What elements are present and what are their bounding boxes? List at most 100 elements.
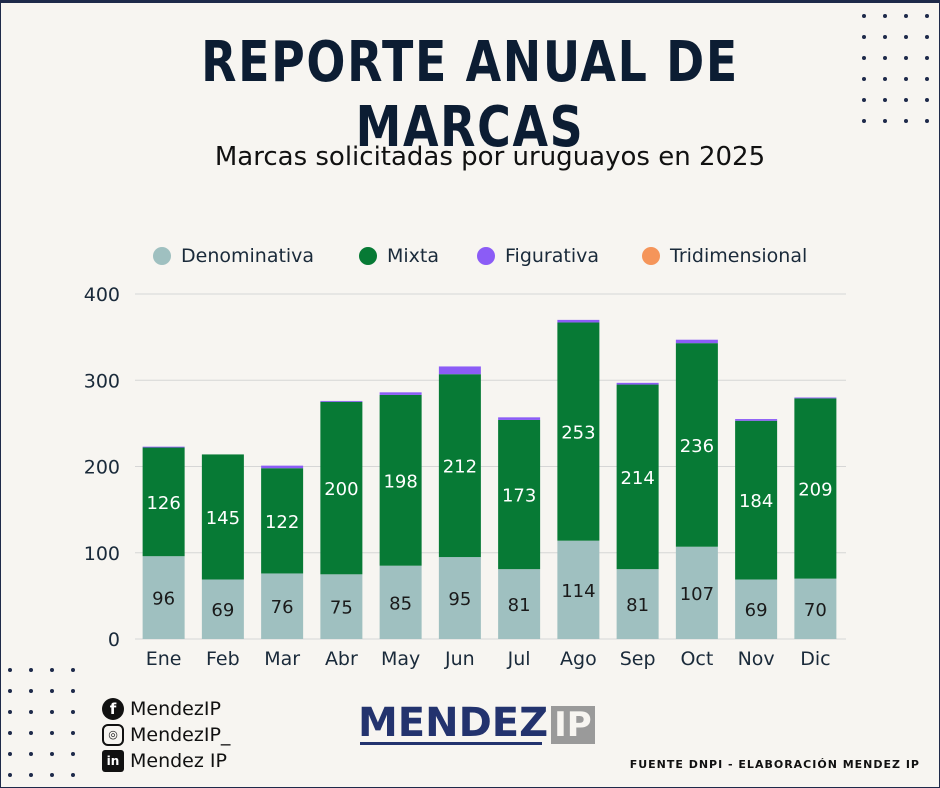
- bar-mixta-abr: [320, 401, 363, 575]
- decorative-dot: [29, 773, 33, 777]
- x-tick-label: Abr: [325, 648, 358, 670]
- data-label-denominativa: 107: [680, 584, 714, 605]
- data-label-mixta: 236: [680, 436, 714, 457]
- decorative-dot: [883, 56, 887, 60]
- decorative-dot: [29, 731, 33, 735]
- x-tick-label: Dic: [800, 648, 830, 670]
- y-tick-label: 100: [84, 543, 120, 565]
- decorative-dot: [8, 710, 12, 714]
- x-tick-label: Sep: [620, 648, 656, 670]
- legend-marker-tridimensional: [642, 247, 660, 265]
- decorative-dot: [71, 710, 75, 714]
- decorative-dot: [925, 35, 929, 39]
- bar-denominativa-mar: [261, 573, 304, 639]
- data-label-denominativa: 85: [389, 593, 412, 614]
- decorative-dot: [862, 35, 866, 39]
- social-instagram[interactable]: ◎ MendezIP_: [102, 724, 230, 746]
- data-label-denominativa: 81: [626, 595, 649, 616]
- y-tick-label: 300: [84, 370, 120, 392]
- bar-denominativa-nov: [735, 579, 778, 639]
- legend-label-figurativa: Figurativa: [505, 245, 599, 267]
- legend-marker-figurativa: [477, 247, 495, 265]
- bar-denominativa-ago: [557, 540, 600, 639]
- decorative-dot: [8, 752, 12, 756]
- bar-figurativa-may: [379, 392, 422, 395]
- decorative-dot: [29, 710, 33, 714]
- decorative-dot: [925, 56, 929, 60]
- decorative-dot: [71, 731, 75, 735]
- bar-mixta-oct: [675, 343, 718, 547]
- data-label-denominativa: 95: [448, 589, 471, 610]
- bar-figurativa-abr: [320, 400, 363, 402]
- bar-denominativa-abr: [320, 574, 363, 639]
- data-label-denominativa: 69: [211, 600, 234, 621]
- decorative-dot: [71, 752, 75, 756]
- bar-mixta-may: [379, 394, 422, 566]
- decorative-dot: [862, 14, 866, 18]
- source-note: FUENTE DNPI - ELABORACIÓN MENDEZ IP: [629, 758, 920, 771]
- mendez-ip-logo: MENDEZ IP: [358, 700, 595, 746]
- social-linkedin[interactable]: in Mendez IP: [102, 750, 227, 772]
- data-label-mixta: 200: [324, 479, 358, 500]
- legend-label-denominativa: Denominativa: [181, 245, 314, 267]
- bar-figurativa-sep: [616, 382, 659, 385]
- x-tick-label: Ene: [146, 648, 182, 670]
- logo-suffix: IP: [551, 706, 595, 744]
- bar-denominativa-jun: [438, 557, 481, 639]
- bar-denominativa-ene: [142, 556, 185, 639]
- decorative-dot: [29, 668, 33, 672]
- facebook-icon: f: [102, 698, 124, 720]
- data-label-mixta: 184: [739, 491, 773, 512]
- data-label-mixta: 214: [620, 468, 654, 489]
- x-tick-label: May: [381, 648, 420, 670]
- data-label-mixta: 145: [206, 508, 240, 529]
- top-border: [0, 0, 940, 3]
- data-label-denominativa: 75: [330, 598, 353, 619]
- decorative-dot: [883, 77, 887, 81]
- decorative-dot: [904, 35, 908, 39]
- decorative-dot: [925, 77, 929, 81]
- decorative-dot: [50, 689, 54, 693]
- decorative-dot: [862, 119, 866, 123]
- y-tick-label: 0: [108, 629, 120, 651]
- decorative-dot: [50, 752, 54, 756]
- decorative-dot: [29, 689, 33, 693]
- bar-figurativa-jul: [498, 417, 541, 420]
- bar-denominativa-sep: [616, 569, 659, 639]
- data-label-denominativa: 96: [152, 589, 175, 610]
- bar-denominativa-dic: [794, 578, 837, 639]
- bar-mixta-mar: [261, 468, 304, 574]
- bar-denominativa-feb: [201, 579, 244, 639]
- bar-figurativa-mar: [261, 465, 304, 469]
- decorative-dot: [925, 14, 929, 18]
- x-tick-label: Feb: [206, 648, 240, 670]
- social-facebook-label: MendezIP: [130, 698, 221, 720]
- y-tick-label: 400: [84, 284, 120, 306]
- bar-denominativa-may: [379, 565, 422, 639]
- data-label-denominativa: 114: [561, 581, 595, 602]
- data-label-mixta: 212: [443, 457, 477, 478]
- bar-figurativa-dic: [794, 397, 837, 399]
- x-tick-label: Ago: [560, 648, 597, 670]
- decorative-dot: [925, 98, 929, 102]
- x-tick-label: Jun: [444, 648, 475, 670]
- data-label-mixta: 209: [798, 479, 832, 500]
- bar-denominativa-jul: [498, 569, 541, 639]
- social-instagram-label: MendezIP_: [130, 724, 231, 746]
- bar-mixta-ago: [557, 322, 600, 541]
- decorative-dot: [862, 77, 866, 81]
- bar-mixta-dic: [794, 398, 837, 579]
- legend-marker-denominativa: [153, 247, 171, 265]
- decorative-dot: [50, 668, 54, 672]
- decorative-dot: [8, 731, 12, 735]
- stacked-bar-chart: Denominativa Mixta Figurativa Tridimensiona…: [84, 245, 846, 670]
- instagram-icon: ◎: [102, 724, 124, 746]
- data-label-denominativa: 81: [508, 595, 531, 616]
- bar-figurativa-jun: [438, 366, 481, 375]
- decorative-dot: [8, 773, 12, 777]
- social-facebook[interactable]: f MendezIP: [102, 698, 221, 720]
- bar-mixta-sep: [616, 384, 659, 570]
- decorative-dot: [862, 56, 866, 60]
- decorative-dot: [862, 98, 866, 102]
- data-label-mixta: 198: [383, 471, 417, 492]
